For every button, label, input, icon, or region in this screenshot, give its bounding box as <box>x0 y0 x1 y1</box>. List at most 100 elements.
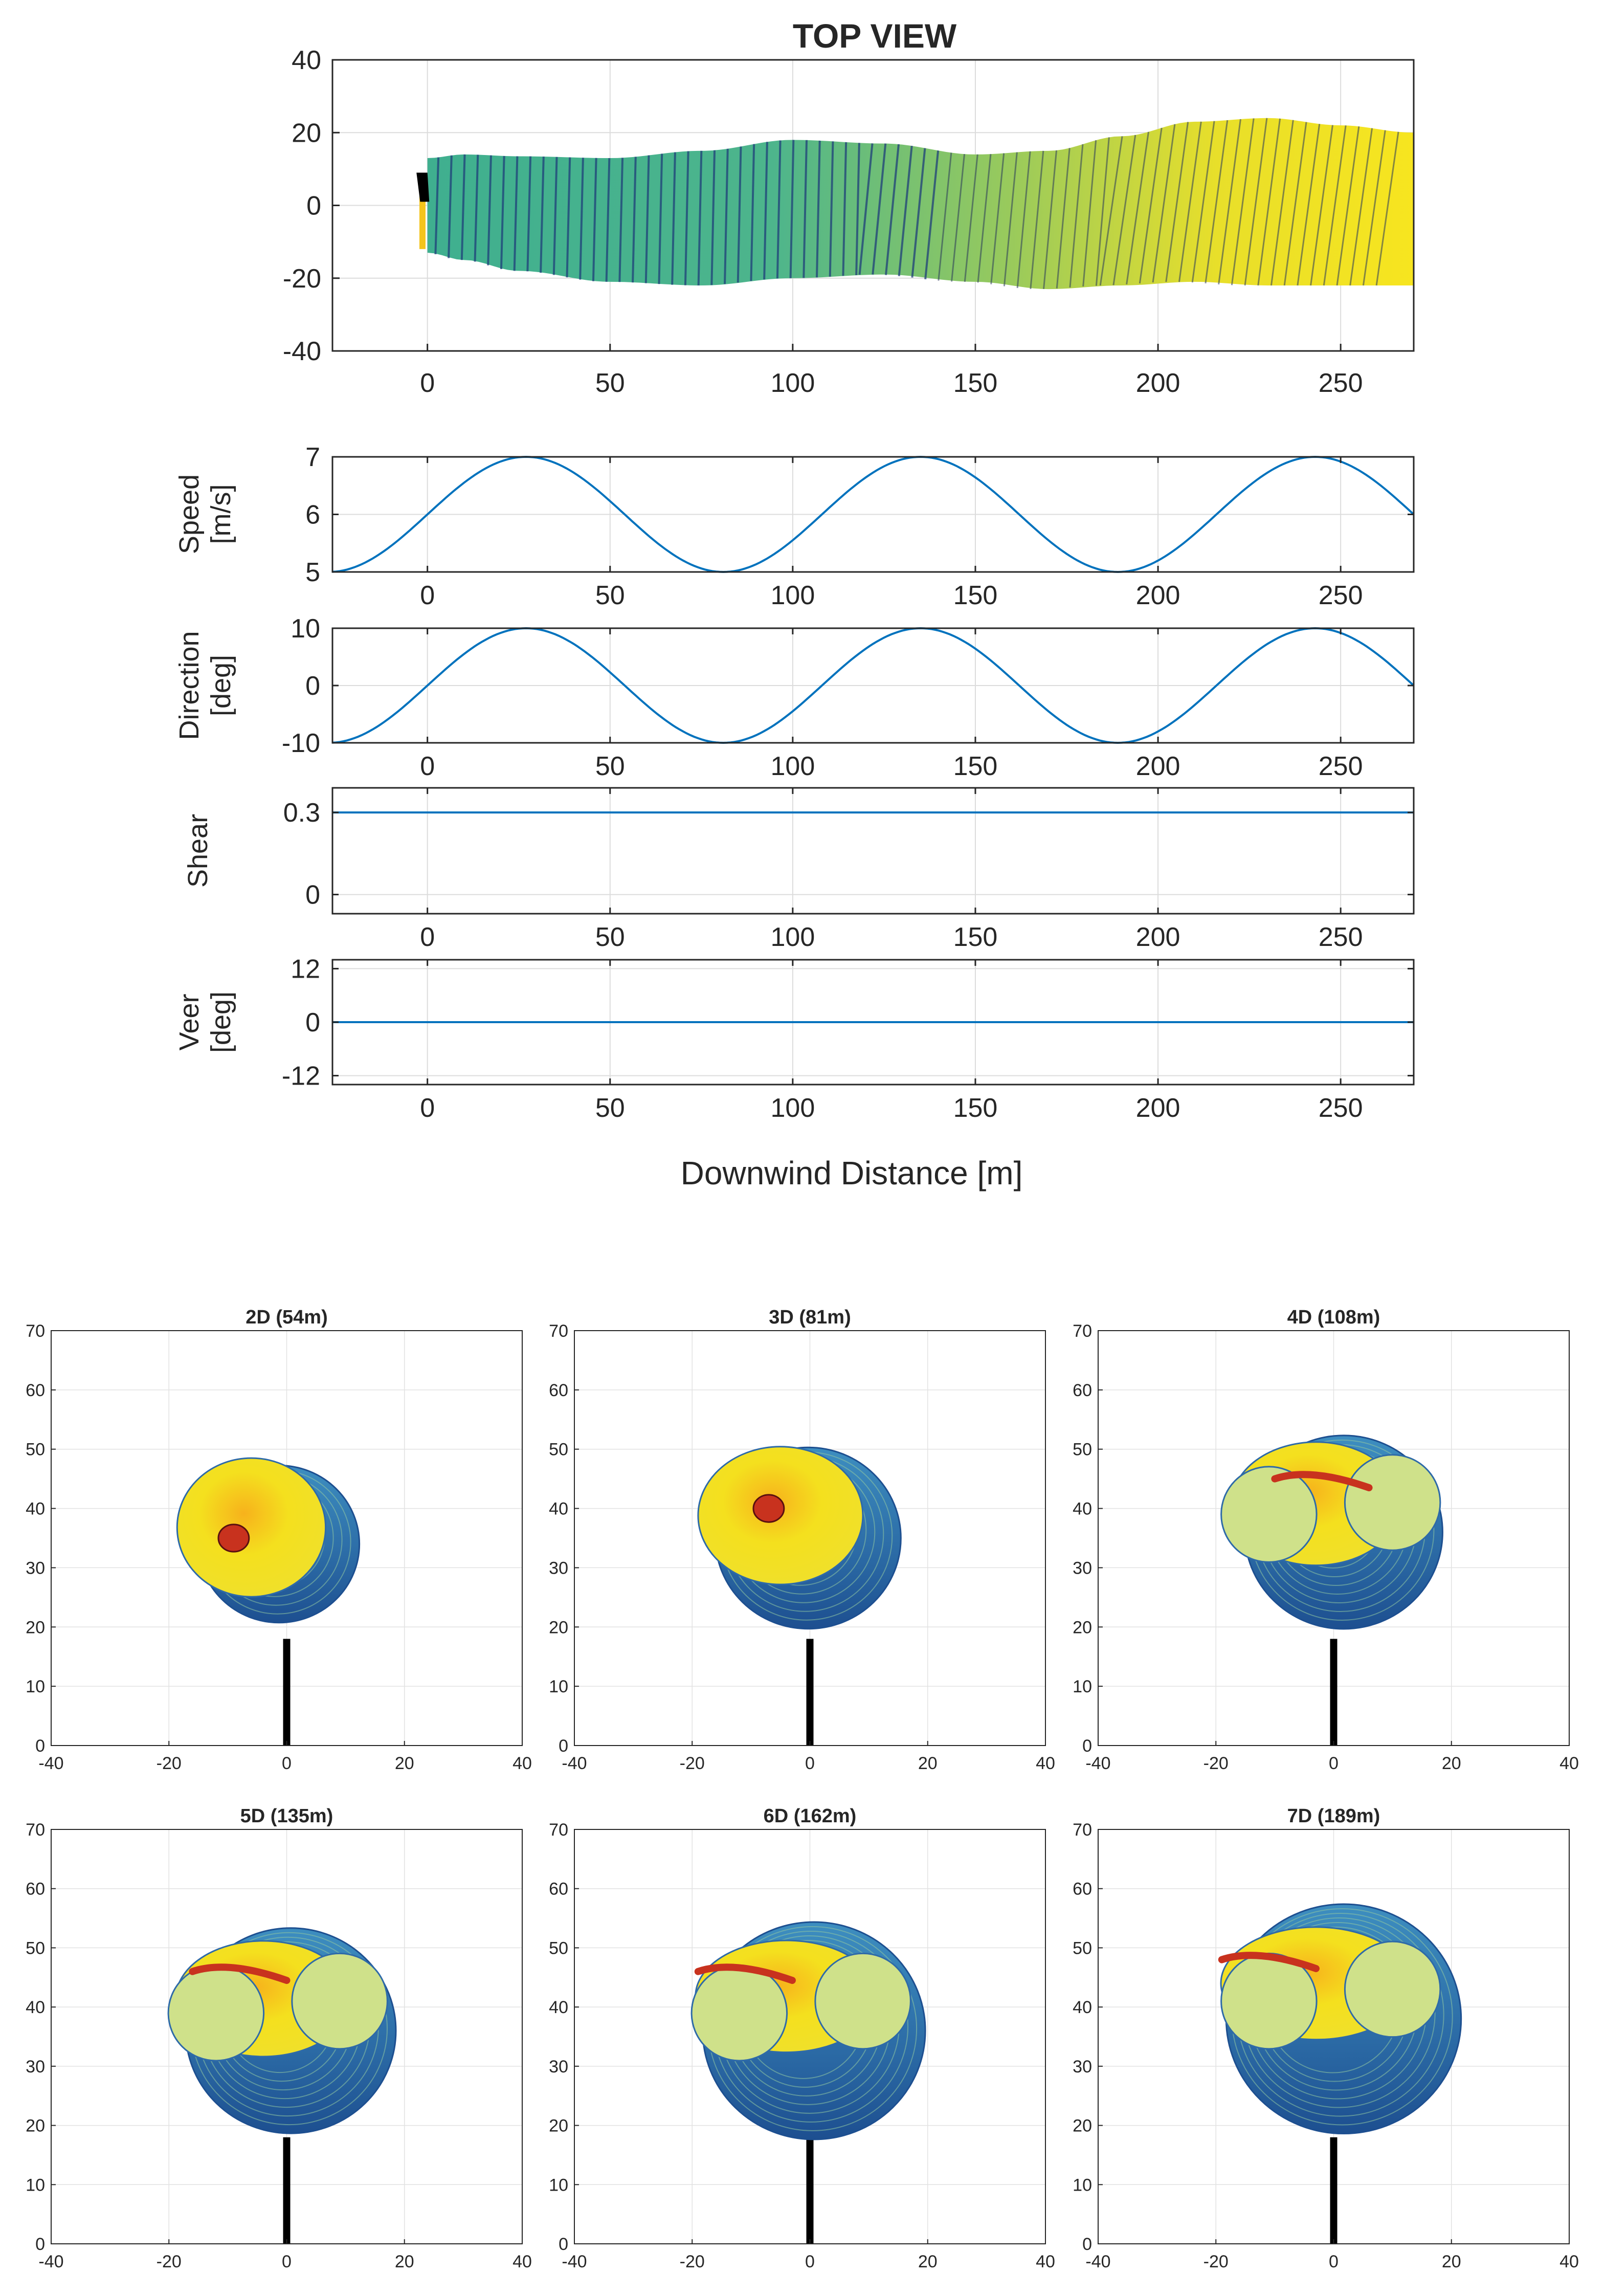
ytick-label: 50 <box>26 1938 45 1958</box>
xtick-label: 100 <box>770 752 815 781</box>
top-view-ytick-label: 40 <box>292 46 321 75</box>
wake-vortex-ring <box>474 154 479 262</box>
xtick-label: 0 <box>420 581 435 610</box>
speed-plot: 0 50 100 150 200 250 7 6 5 Speed[m/s] <box>174 443 1415 610</box>
wake-vortex-ring <box>618 158 624 282</box>
wake-vortex-ring <box>858 143 874 275</box>
cross-section-panel: 7D (189m) -40 -20 0 20 40 70 60 50 40 30 20 10 0 <box>1073 1805 1579 2271</box>
cross-section-title: 2D (54m) <box>246 1307 328 1328</box>
xtick-label: 20 <box>918 1754 938 1773</box>
ylabel-line: Speed <box>174 474 205 554</box>
xtick-label: 40 <box>1036 2252 1055 2271</box>
ytick-label: 50 <box>549 1938 568 1958</box>
ytick-label: 30 <box>549 2057 568 2077</box>
wake-vortex-ring <box>816 140 821 278</box>
wake-vortex-ring <box>579 158 584 280</box>
wake-red-core <box>217 1524 250 1553</box>
xtick-label: -40 <box>1085 2252 1110 2271</box>
wake-vortex-ring <box>1191 121 1215 283</box>
ytick-label: 70 <box>549 1820 568 1840</box>
vortex-curl-right <box>814 1952 911 2050</box>
cross-section-ticks: -40 -20 0 20 40 70 60 50 40 30 20 10 0 <box>26 1321 532 1773</box>
ytick-label: 20 <box>26 1618 45 1637</box>
xtick-label: -40 <box>1085 1754 1110 1773</box>
top-view-xtick-label: 250 <box>1319 368 1363 398</box>
ytick-label: 70 <box>549 1321 568 1341</box>
xtick-label: 0 <box>805 2252 815 2271</box>
ytick-label: 30 <box>1073 2057 1092 2077</box>
wake-vortex-ring <box>829 141 834 277</box>
wake-vortex-ring <box>632 157 637 283</box>
wake-vortex-ring <box>1016 151 1031 289</box>
strip-speed-ticks: 0 50 100 150 200 250 7 6 5 <box>305 443 1414 610</box>
ytick-label: 50 <box>1073 1440 1092 1460</box>
cross-section-ticks: -40 -20 0 20 40 70 60 50 40 30 20 10 0 <box>549 1321 1055 1773</box>
top-view-xtick-label: 50 <box>595 368 625 398</box>
wake-vortex-ring <box>1231 118 1255 285</box>
ytick-label: 40 <box>26 1998 45 2017</box>
ytick-label: 70 <box>26 1820 45 1840</box>
wake-vortex-ring <box>1152 124 1176 283</box>
ytick-label: 60 <box>1073 1381 1092 1400</box>
ytick-label: -10 <box>282 728 320 758</box>
wake-vortex-ring <box>855 143 860 275</box>
ytick-label: 20 <box>1073 1618 1092 1637</box>
xtick-label: 200 <box>1136 752 1180 781</box>
wake-vortex-ring <box>644 155 650 283</box>
wake-vortex-ring <box>1218 119 1241 285</box>
wake-vortex-ring <box>605 158 611 282</box>
ytick-label: 60 <box>549 1880 568 1899</box>
xtick-label: 20 <box>1442 2252 1461 2271</box>
wake-red-core <box>752 1494 785 1523</box>
wake-vortex-ring <box>1030 150 1044 290</box>
ytick-label: 0 <box>1082 2235 1092 2254</box>
ytick-label: 20 <box>26 2116 45 2136</box>
xtick-label: 0 <box>1329 1754 1339 1773</box>
nacelle-marker <box>416 172 430 202</box>
wake-vortex-ring <box>750 144 755 281</box>
xtick-label: 0 <box>420 1093 435 1123</box>
wake-vortex-ring <box>684 151 689 285</box>
wake-vortex-ring <box>977 154 992 283</box>
ylabel-line: [m/s] <box>206 484 236 544</box>
xtick-label: -20 <box>157 2252 182 2271</box>
wake-yellow-core <box>176 1457 327 1598</box>
xtick-label: 20 <box>395 2252 414 2271</box>
xtick-label: 50 <box>595 922 625 952</box>
ytick-label: 40 <box>549 1998 568 2017</box>
ytick-label: 6 <box>305 500 320 530</box>
vortex-curl-left <box>690 1964 788 2062</box>
wake-vortex-ring <box>1126 131 1149 285</box>
xtick-label: -20 <box>1203 2252 1229 2271</box>
xtick-label: 50 <box>595 752 625 781</box>
xtick-label: 100 <box>770 1093 815 1123</box>
wake-vortex-ring <box>842 142 848 276</box>
ytick-label: -12 <box>282 1062 320 1091</box>
wake-vortex-ring <box>1205 120 1229 284</box>
ytick-label: 40 <box>1073 1499 1092 1519</box>
turbine-rotor-icon <box>416 172 430 249</box>
wake-vortex-ring <box>566 157 571 278</box>
ytick-label: 7 <box>305 443 320 472</box>
cross-section-ticks: -40 -20 0 20 40 70 60 50 40 30 20 10 0 <box>549 1820 1055 2271</box>
ytick-label: 0 <box>305 1008 320 1037</box>
strip-shear-grid <box>332 788 1414 914</box>
xtick-label: -40 <box>562 1754 587 1773</box>
cross-section-panel: 4D (108m) -40 -20 0 20 40 70 60 50 40 30 20 10 0 <box>1073 1307 1579 1773</box>
cross-section-ticks: -40 -20 0 20 40 70 60 50 40 30 20 10 0 <box>26 1820 532 2271</box>
wake-vortex-ring <box>526 156 532 272</box>
ytick-label: 40 <box>549 1499 568 1519</box>
ytick-label: 60 <box>26 1880 45 1899</box>
wake-vortex-ring <box>872 143 887 275</box>
ytick-label: 40 <box>26 1499 45 1519</box>
wake-vortex-ring <box>1297 124 1321 286</box>
wake-vortex-ring <box>789 140 795 278</box>
xtick-label: 200 <box>1136 1093 1180 1123</box>
wake-vortex-ring <box>763 142 768 280</box>
vortex-curl-left <box>167 1964 265 2062</box>
ytick-label: 0.3 <box>283 798 320 828</box>
xtick-label: 50 <box>595 581 625 610</box>
ytick-label: 30 <box>26 1558 45 1578</box>
top-view-xtick-label: 200 <box>1136 368 1180 398</box>
